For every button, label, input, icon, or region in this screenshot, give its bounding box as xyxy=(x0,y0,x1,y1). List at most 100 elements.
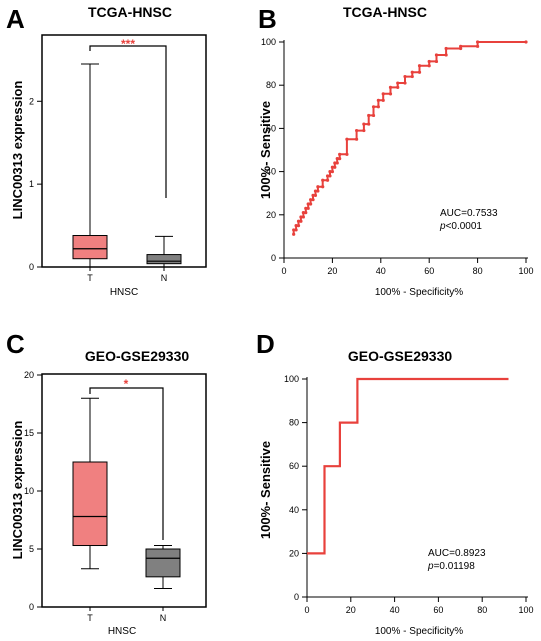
panel-b-roc-point xyxy=(299,215,303,219)
panel-b-roc-point xyxy=(427,59,431,64)
panel-b-roc-point xyxy=(328,174,332,178)
panel-b-roc-point xyxy=(292,232,296,236)
panel-d-auc: AUC=0.8923 xyxy=(428,548,486,559)
panel-b-roc-point xyxy=(294,224,298,228)
panel-a-signif: *** xyxy=(121,37,135,51)
panel-b-ylabel: 100%- Sensitive xyxy=(258,101,273,199)
panel-b-roc-point xyxy=(403,81,407,85)
panel-b-axes: 0 20 40 60 80 100 0 20 40 60 80 100 xyxy=(261,37,534,276)
panel-b-roc-point xyxy=(381,98,385,102)
panel-b-xlabel: 100% - Specificity% xyxy=(375,287,463,298)
panel-b-roc-point xyxy=(321,178,325,182)
panel-b-p-value: <0.0001 xyxy=(446,221,483,232)
panel-b-roc-point xyxy=(355,128,359,133)
panel-b-roc-point xyxy=(345,152,349,156)
panel-c-ytick-label: 20 xyxy=(24,370,34,380)
panel-b-roc-point xyxy=(296,224,301,228)
panel-b-roc-point xyxy=(367,113,371,118)
panel-a-signif-bracket xyxy=(89,45,167,198)
panel-b-roc-point xyxy=(301,215,305,219)
panel-b-roc-point xyxy=(362,128,366,133)
panel-b: B TCGA-HNSC 100%- Sensitive 0 20 40 60 80 100… xyxy=(258,4,534,298)
panel-a-ylabel: LINC00313 expression xyxy=(10,81,25,220)
panel-b-roc-point xyxy=(376,98,380,102)
panel-d-ytick-label: 100 xyxy=(284,374,299,384)
panel-a-xtick-label: N xyxy=(161,273,168,283)
panel-b-xtick-label: 60 xyxy=(424,266,434,276)
panel-d-ytick-label: 80 xyxy=(289,418,299,428)
panel-b-roc-point xyxy=(316,185,320,189)
panel-b-roc-point xyxy=(333,161,337,165)
panel-b-roc-point xyxy=(444,46,448,51)
panel-d-xtick-label: 40 xyxy=(390,605,400,615)
panel-b-roc-point xyxy=(410,74,414,79)
panel-d-xtick-label: 60 xyxy=(433,605,443,615)
panel-b-roc-point xyxy=(333,165,337,169)
panel-b-xtick-label: 80 xyxy=(473,266,483,276)
panel-b-roc-point xyxy=(330,165,334,169)
panel-b-roc-point xyxy=(325,178,330,182)
panel-b-roc-point xyxy=(444,53,448,57)
panel-b-roc-point xyxy=(434,59,439,64)
panel-d-xtick-label: 20 xyxy=(346,605,356,615)
panel-b-roc-point xyxy=(376,105,380,109)
panel-a-ytick-label: 1 xyxy=(29,179,34,189)
panel-b-roc-point xyxy=(311,193,315,197)
panel-b-roc-point xyxy=(403,74,407,79)
panel-d-ytick-label: 40 xyxy=(289,505,299,515)
panel-b-roc-point xyxy=(335,161,339,165)
panel-b-roc-point xyxy=(355,137,359,141)
panel-c-signif-bracket xyxy=(89,387,164,540)
panel-b-roc-point xyxy=(410,70,414,74)
panel-b-roc-point xyxy=(313,189,318,193)
panel-c: C GEO-GSE29330 LINC00313 expression 0 5 10… xyxy=(6,329,207,637)
panel-b-xtick-label: 0 xyxy=(281,266,286,276)
panel-c-yticks: 0 5 10 15 20 xyxy=(24,370,42,612)
panel-c-ytick-label: 10 xyxy=(24,486,34,496)
panel-b-roc-point xyxy=(396,85,400,89)
panel-d-ytick-label: 60 xyxy=(289,461,299,471)
panel-c-xlabel: HNSC xyxy=(108,626,136,637)
panel-b-roc-point xyxy=(459,44,463,48)
panel-d-roc-curve xyxy=(307,377,509,555)
panel-b-roc-point xyxy=(292,228,296,232)
panel-b-ytick-label: 20 xyxy=(266,210,276,220)
panel-d-axes: 0 20 40 60 80 100 0 20 40 60 80 100 xyxy=(284,374,534,615)
panel-c-frame xyxy=(41,373,207,608)
panel-b-roc-point xyxy=(362,122,366,126)
panel-b-xtick-label: 40 xyxy=(376,266,386,276)
panel-c-ylabel: LINC00313 expression xyxy=(10,421,25,560)
panel-b-roc-point xyxy=(476,44,480,48)
panel-b-roc-point xyxy=(338,157,342,161)
panel-c-ytick-label: 15 xyxy=(24,428,34,438)
panel-c-xtick-label: T xyxy=(87,613,93,623)
panel-b-ytick-label: 0 xyxy=(271,253,276,263)
panel-b-roc-point xyxy=(417,64,422,68)
panel-d-xtick-label: 80 xyxy=(477,605,487,615)
panel-a-title: TCGA-HNSC xyxy=(88,4,172,20)
panel-c-box-t xyxy=(72,461,108,547)
panel-b-roc-point xyxy=(371,113,376,118)
panel-d-p-value: =0.01198 xyxy=(434,561,476,572)
panel-b-roc-point xyxy=(330,170,334,174)
panel-a-frame xyxy=(41,34,207,268)
panel-b-roc-point xyxy=(299,219,303,223)
panel-d: D GEO-GSE29330 100%- Sensitive 0 20 40 60 80… xyxy=(256,329,534,637)
panel-b-roc-point xyxy=(434,53,439,57)
panel-b-roc-point xyxy=(294,228,298,232)
panel-b-roc-point xyxy=(335,157,339,161)
panel-b-roc-point xyxy=(306,206,310,210)
panel-b-roc-point xyxy=(388,92,393,96)
panel-b-roc-point xyxy=(328,170,332,174)
panel-a-ytick-label: 2 xyxy=(29,96,34,106)
panel-b-xtick-label: 20 xyxy=(327,266,337,276)
panel-c-box-n xyxy=(145,548,181,578)
panel-b-roc-point xyxy=(338,152,342,156)
panel-b-roc-point xyxy=(313,193,318,197)
panel-c-ytick-label: 0 xyxy=(29,602,34,612)
panel-b-roc-point xyxy=(476,40,480,44)
panel-d-pvalue: p=0.01198 xyxy=(427,561,475,572)
panel-b-roc-point xyxy=(524,40,528,44)
